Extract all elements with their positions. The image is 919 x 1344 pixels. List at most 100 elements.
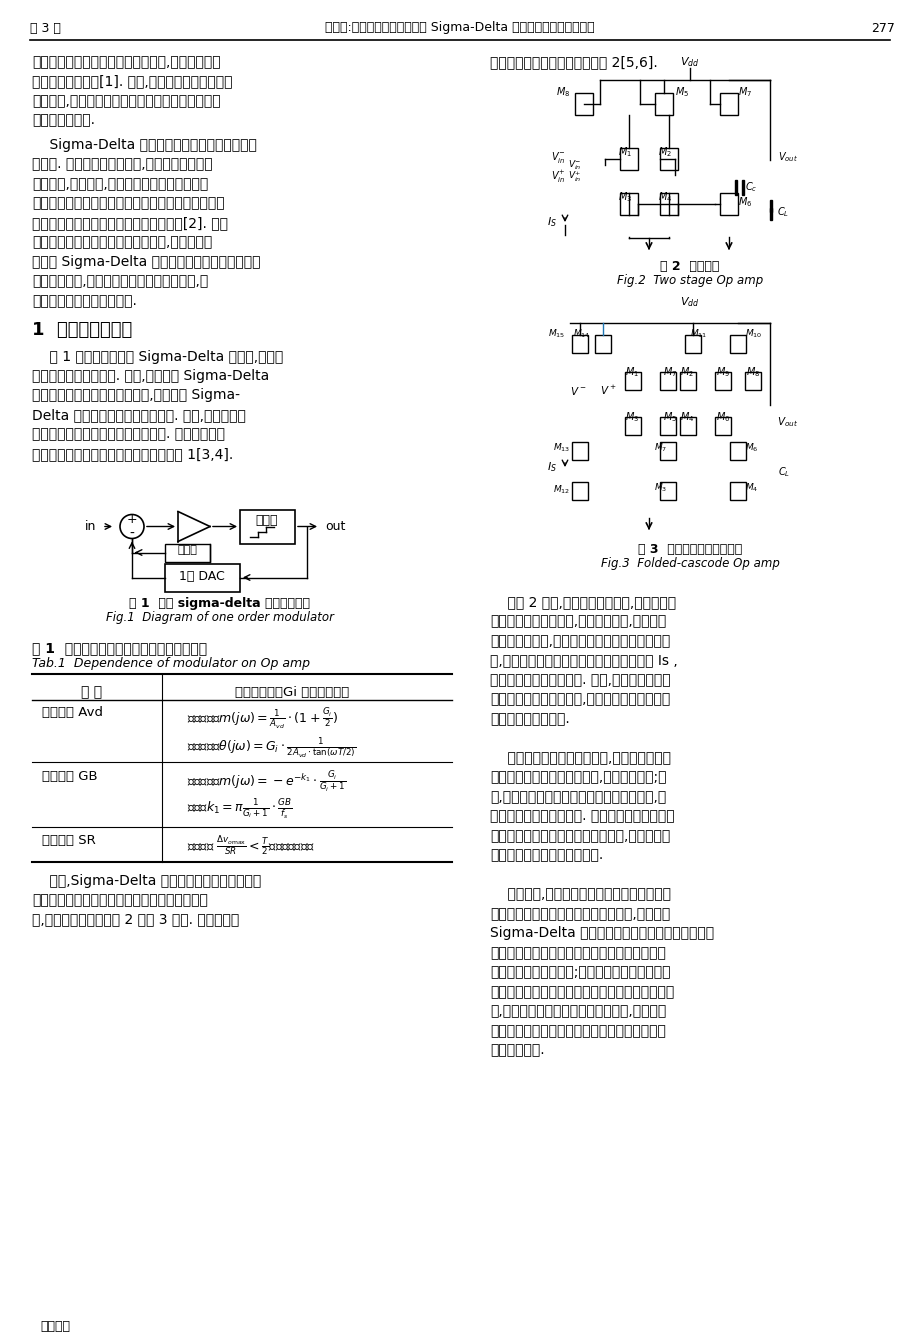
Text: $M_{10}$: $M_{10}$	[744, 328, 762, 340]
Bar	[729, 442, 745, 460]
Text: Fig.2  Two stage Op amp: Fig.2 Two stage Op amp	[617, 274, 762, 288]
Text: 结构不利于积分器结构的实现.: 结构不利于积分器结构的实现.	[490, 848, 603, 863]
Text: 路设计中,模拟电路模块的成功设计成为设计中的关: 路设计中,模拟电路模块的成功设计成为设计中的关	[32, 94, 221, 108]
Bar	[729, 335, 745, 353]
Bar	[624, 417, 641, 435]
Text: 字电路模块中得到补偿;同时在与转换器性能密切: 字电路模块中得到补偿;同时在与转换器性能密切	[490, 965, 670, 980]
Text: 种,其电路结构分别如图 2 和图 3 所示. 这两个电路: 种,其电路结构分别如图 2 和图 3 所示. 这两个电路	[32, 913, 239, 926]
Text: $M_9$: $M_9$	[715, 366, 730, 379]
Bar	[165, 563, 240, 591]
Text: $M_{13}$: $M_{13}$	[552, 441, 570, 453]
Bar	[165, 543, 210, 562]
Text: 放大器的结构,并在此基础上进一步完成设计,给: 放大器的结构,并在此基础上进一步完成设计,给	[32, 274, 208, 289]
Text: 结构运算放大器的性能参数见表 2[5,6].: 结构运算放大器的性能参数见表 2[5,6].	[490, 55, 657, 69]
Text: 键技术问题之一.: 键技术问题之一.	[32, 113, 95, 128]
Text: 目前,Sigma-Delta 数据转换器中常用的运算放: 目前,Sigma-Delta 数据转换器中常用的运算放	[32, 874, 261, 887]
Text: 调制器. 而在调制器的设计中,运算放大器是其实: 调制器. 而在调制器的设计中,运算放大器是其实	[32, 157, 212, 172]
Text: $V_{in}^{+}$: $V_{in}^{+}$	[568, 171, 581, 184]
Text: $I_S$: $I_S$	[547, 460, 556, 474]
Text: $M_7$: $M_7$	[663, 366, 676, 379]
Text: 电源噪声引入的误差较小. 由于积分过程中采样积: 电源噪声引入的误差较小. 由于积分过程中采样积	[490, 809, 674, 824]
Text: 适用于 Sigma-Delta 数据转换器的低压低功耗运算: 适用于 Sigma-Delta 数据转换器的低压低功耗运算	[32, 255, 260, 269]
Text: $V_{dd}$: $V_{dd}$	[679, 294, 699, 309]
Bar	[734, 180, 736, 195]
Text: $V^+$: $V^+$	[599, 384, 616, 396]
Text: $M_4$: $M_4$	[744, 481, 757, 493]
Text: $M_3$: $M_3$	[618, 190, 631, 204]
Bar	[572, 482, 587, 500]
Text: $C_L$: $C_L$	[777, 465, 789, 478]
Text: 器结构的实现.: 器结构的实现.	[490, 1043, 544, 1058]
Text: $M_5$: $M_5$	[663, 410, 676, 423]
Text: 共源共栅结构运放更适合于过采样调制器中积分: 共源共栅结构运放更适合于过采样调制器中积分	[490, 1024, 665, 1038]
Text: 求,必须大大提高两级运算放大器的偏置电流 Is ,: 求,必须大大提高两级运算放大器的偏置电流 Is ,	[490, 653, 677, 668]
Text: 由表 2 可知,在同等电流条件下,两级结构运: 由表 2 可知,在同等电流条件下,两级结构运	[490, 595, 675, 609]
Text: 转换速率 SR: 转换速率 SR	[42, 835, 96, 848]
Text: 图 3  折叠共源共栅运放结构: 图 3 折叠共源共栅运放结构	[637, 543, 742, 556]
Bar	[679, 372, 696, 390]
Text: 其中：$k_1 = \pi \frac{1}{G_i+1} \cdot \frac{GB}{f_s}$: 其中：$k_1 = \pi \frac{1}{G_i+1} \cdot \fra…	[187, 797, 292, 821]
Text: $M_5$: $M_5$	[675, 85, 688, 99]
Bar	[714, 372, 731, 390]
Bar	[624, 372, 641, 390]
Text: 图 1  一阶 sigma-delta 调制器示意图: 图 1 一阶 sigma-delta 调制器示意图	[130, 597, 311, 609]
Text: 相位误差：$\theta(j\omega) = G_i \cdot \frac{1}{2A_{vd} \cdot \tan(\omega T/2)}$: 相位误差：$\theta(j\omega) = G_i \cdot \frac{…	[187, 737, 356, 761]
Bar	[744, 372, 760, 390]
Text: 考虑积分器模块中运算放大器的选择. 运算放大器几: 考虑积分器模块中运算放大器的选择. 运算放大器几	[32, 427, 225, 441]
Text: $M_1$: $M_1$	[618, 145, 631, 159]
Text: 1位 DAC: 1位 DAC	[179, 570, 224, 582]
Text: 有利于降低电路功耗.: 有利于降低电路功耗.	[490, 712, 569, 726]
Text: $M_{12}$: $M_{12}$	[552, 484, 570, 496]
Bar	[659, 372, 675, 390]
Text: 个关键性能参数对积分器性能的影响见表 1[3,4].: 个关键性能参数对积分器性能的影响见表 1[3,4].	[32, 448, 233, 461]
Bar	[595, 335, 610, 353]
Text: 第 3 期: 第 3 期	[30, 22, 61, 35]
Text: 出最终仿真性能和实现结果.: 出最终仿真性能和实现结果.	[32, 294, 137, 308]
Text: $V_{out}$: $V_{out}$	[777, 151, 797, 164]
Text: $M_2$: $M_2$	[657, 145, 671, 159]
Text: 时,对电源波动的抑制能力较两级运放结构好,由: 时,对电源波动的抑制能力较两级运放结构好,由	[490, 790, 665, 804]
Text: $M_{14}$: $M_{14}$	[572, 328, 589, 340]
Text: 通过比较两种常用的运算放大器结构,提出了一种: 通过比较两种常用的运算放大器结构,提出了一种	[32, 235, 212, 250]
Text: $M_3$: $M_3$	[653, 481, 666, 493]
Text: 龚菲等:一种适用于低压低功耗 Sigma-Delta 数据转换器的运算放大器: 龚菲等:一种适用于低压低功耗 Sigma-Delta 数据转换器的运算放大器	[324, 22, 595, 35]
Text: $M_6$: $M_6$	[737, 195, 752, 208]
Bar	[685, 335, 700, 353]
Text: 差分增益 Avd: 差分增益 Avd	[42, 707, 103, 719]
Text: $M_8$: $M_8$	[555, 85, 570, 99]
Text: Sigma-Delta 数据转换器中的主要模拟部分是: Sigma-Delta 数据转换器中的主要模拟部分是	[32, 138, 256, 152]
Text: $V_{out}$: $V_{out}$	[777, 415, 798, 429]
Text: $M_6$: $M_6$	[715, 410, 730, 423]
Text: 分器电路设计中,为了达到调制器的过采样频率要: 分器电路设计中,为了达到调制器的过采样频率要	[490, 634, 670, 648]
Text: $M_3$: $M_3$	[624, 410, 639, 423]
Text: 相关的运算放大器增益、转换速率、频率特性等方: 相关的运算放大器增益、转换速率、频率特性等方	[490, 985, 674, 999]
Text: 调制器中最主要的功耗产生单元,也是决定 Sigma-: 调制器中最主要的功耗产生单元,也是决定 Sigma-	[32, 388, 240, 402]
Text: Fig.1  Diagram of one order modulator: Fig.1 Diagram of one order modulator	[106, 612, 334, 625]
Bar	[659, 148, 677, 169]
Text: $M_6$: $M_6$	[744, 441, 757, 453]
Text: +: +	[127, 513, 137, 526]
Text: 结构存在输出摆幅小和热噪声大的缺点,但由于在: 结构存在输出摆幅小和热噪声大的缺点,但由于在	[490, 907, 670, 921]
Text: in: in	[85, 520, 96, 534]
Text: 面,折叠共源共栅结构都优于两级结构,所以折叠: 面,折叠共源共栅结构都优于两级结构,所以折叠	[490, 1004, 665, 1019]
Text: $M_{11}$: $M_{11}$	[689, 328, 707, 340]
Text: 分环节开关的频繁动作导致噪声干扰,故两级运放: 分环节开关的频繁动作导致噪声干扰,故两级运放	[490, 829, 670, 843]
Bar	[720, 93, 737, 116]
Bar	[729, 482, 745, 500]
Text: 图 1 表示一个简单的 Sigma-Delta 调制器,它主要: 图 1 表示一个简单的 Sigma-Delta 调制器,它主要	[32, 349, 283, 363]
Text: $M_8$: $M_8$	[745, 366, 759, 379]
Bar	[572, 335, 587, 353]
Text: out: out	[324, 520, 345, 534]
Text: $V_{in}^{-}$: $V_{in}^{-}$	[550, 151, 564, 165]
Text: $M_4$: $M_4$	[679, 410, 694, 423]
Text: $M_2$: $M_2$	[679, 366, 693, 379]
Text: $I_S$: $I_S$	[547, 215, 556, 228]
Text: Delta 数据转换器性能的关键模块. 因此,文中将主要: Delta 数据转换器性能的关键模块. 因此,文中将主要	[32, 409, 245, 422]
Text: $V_{in}^{-}$: $V_{in}^{-}$	[568, 159, 581, 172]
Bar	[659, 417, 675, 435]
Text: 1  放大器结构选择: 1 放大器结构选择	[32, 321, 132, 340]
Text: 积分器误差（Gi 为积分增益）: 积分器误差（Gi 为积分增益）	[234, 685, 348, 699]
Text: 增益带宽 GB: 增益带宽 GB	[42, 770, 97, 782]
Text: $C_c$: $C_c$	[744, 180, 756, 194]
Text: Fig.3  Folded-cascode Op amp: Fig.3 Folded-cascode Op amp	[600, 556, 778, 570]
